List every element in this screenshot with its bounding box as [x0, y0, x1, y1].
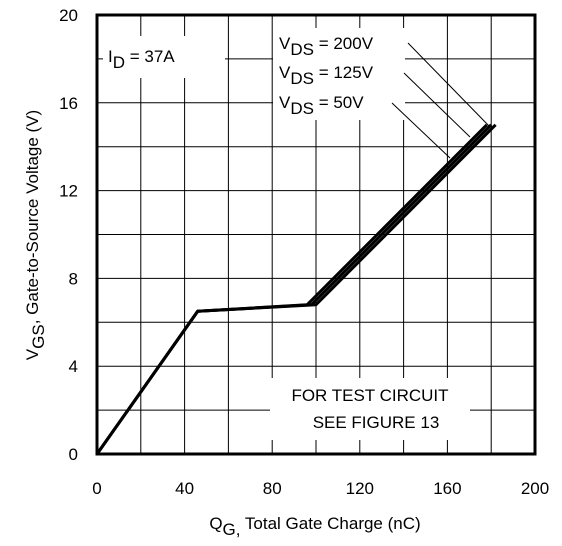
label-mask	[270, 378, 470, 440]
drain-current-label: ID = 37A	[108, 47, 175, 72]
vds-125v-label: VDS = 125V	[279, 63, 374, 88]
y-tick-label: 8	[69, 269, 78, 288]
label-mask	[273, 28, 405, 120]
y-tick-labels: 0 4 8 12 16 20	[59, 6, 78, 464]
y-tick-label: 16	[59, 94, 78, 113]
x-tick-label: 40	[175, 479, 194, 498]
y-tick-label: 0	[69, 445, 78, 464]
x-tick-label: 80	[263, 479, 282, 498]
plot-frame	[95, 13, 537, 456]
x-tick-label: 200	[521, 479, 549, 498]
x-tick-labels: 0 40 80 120 160 200	[92, 479, 549, 498]
y-tick-label: 12	[59, 182, 78, 201]
gate-charge-curves	[95, 123, 497, 455]
vds-200v-label: VDS = 200V	[279, 34, 374, 59]
y-tick-label: 4	[69, 357, 78, 376]
leader-lines	[391, 42, 491, 159]
label-masks	[103, 28, 470, 440]
test-circuit-note-line1: FOR TEST CIRCUIT	[291, 386, 448, 405]
x-tick-label: 0	[92, 479, 101, 498]
y-tick-label: 20	[59, 6, 78, 25]
series-line-3	[95, 123, 488, 455]
label-mask	[103, 36, 225, 78]
vds-50v-label: VDS = 50V	[279, 93, 364, 118]
y-axis-title: VGS, Gate-to-Source Voltage (V)	[23, 110, 48, 360]
test-circuit-note-line2: SEE FIGURE 13	[313, 413, 440, 432]
leader-line-125v	[403, 72, 471, 138]
leader-line-200v	[407, 42, 491, 128]
x-tick-label: 120	[346, 479, 374, 498]
x-axis-title: QG, Total Gate Charge (nC)	[209, 514, 420, 539]
leader-line-50v	[391, 102, 451, 159]
x-tick-label: 160	[433, 479, 461, 498]
